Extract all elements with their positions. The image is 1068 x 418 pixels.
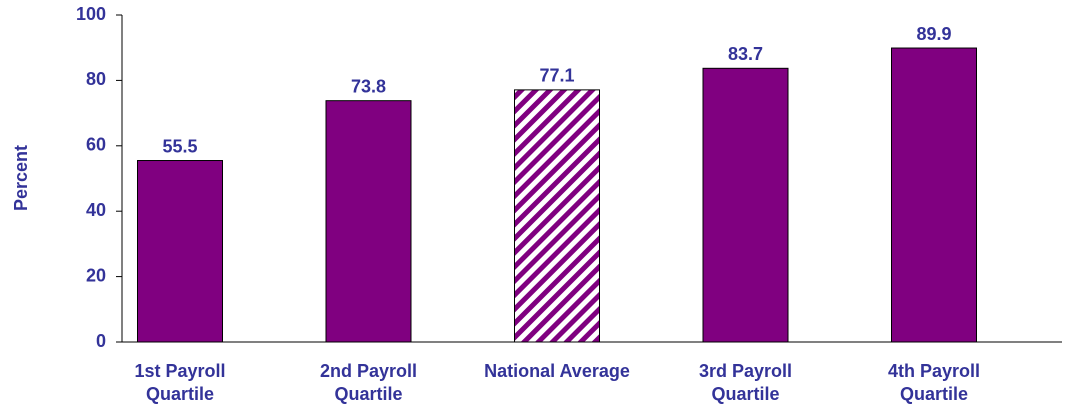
y-tick-label: 100	[76, 4, 106, 24]
data-label: 83.7	[728, 44, 763, 64]
x-tick-label: 2nd Payroll Quartile	[319, 361, 418, 404]
y-tick-label: 20	[86, 265, 106, 285]
y-tick-label: 80	[86, 69, 106, 89]
x-tick-label: 4th Payroll Quartile	[887, 361, 981, 404]
data-label: 73.8	[351, 76, 386, 96]
bar	[137, 160, 223, 343]
x-tick-label: 3rd Payroll Quartile	[698, 361, 793, 404]
x-tick-label: National Average	[484, 361, 630, 381]
y-axis-label: Percent	[11, 145, 31, 211]
bar	[514, 89, 600, 343]
x-tick-label: 1st Payroll Quartile	[134, 361, 226, 404]
y-tick-label: 60	[86, 135, 106, 155]
data-label: 55.5	[162, 136, 197, 156]
bar	[891, 47, 977, 343]
data-label: 77.1	[539, 66, 574, 86]
data-label: 89.9	[916, 24, 951, 44]
y-tick-label: 40	[86, 200, 106, 220]
bar	[702, 67, 789, 343]
bar	[325, 100, 412, 343]
y-tick-label: 0	[96, 331, 106, 351]
